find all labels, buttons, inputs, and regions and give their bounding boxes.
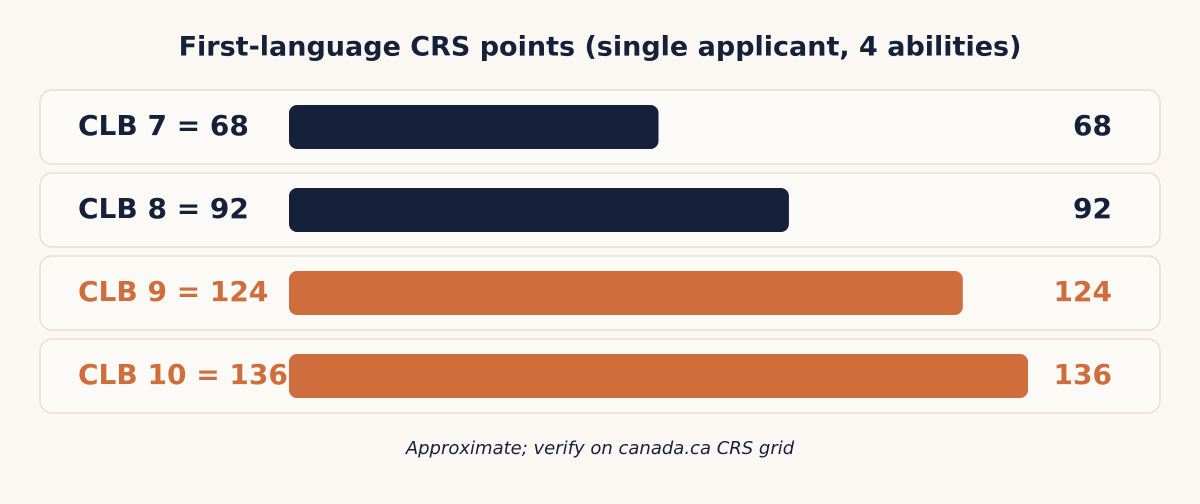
footnote: Approximate; verify on canada.ca CRS gri… bbox=[405, 438, 795, 459]
chart-title: First-language CRS points (single applic… bbox=[179, 32, 1022, 63]
category-label: CLB 10 = 136 bbox=[78, 358, 288, 391]
value-label: 136 bbox=[1054, 358, 1112, 391]
category-label: CLB 8 = 92 bbox=[78, 192, 249, 225]
bar bbox=[289, 188, 789, 232]
category-label: CLB 9 = 124 bbox=[78, 275, 268, 308]
value-label: 92 bbox=[1073, 192, 1112, 225]
bar bbox=[289, 354, 1028, 398]
category-label: CLB 7 = 68 bbox=[78, 109, 249, 142]
bar bbox=[289, 105, 659, 149]
value-label: 124 bbox=[1054, 275, 1112, 308]
value-label: 68 bbox=[1073, 109, 1112, 142]
bar bbox=[289, 271, 963, 315]
